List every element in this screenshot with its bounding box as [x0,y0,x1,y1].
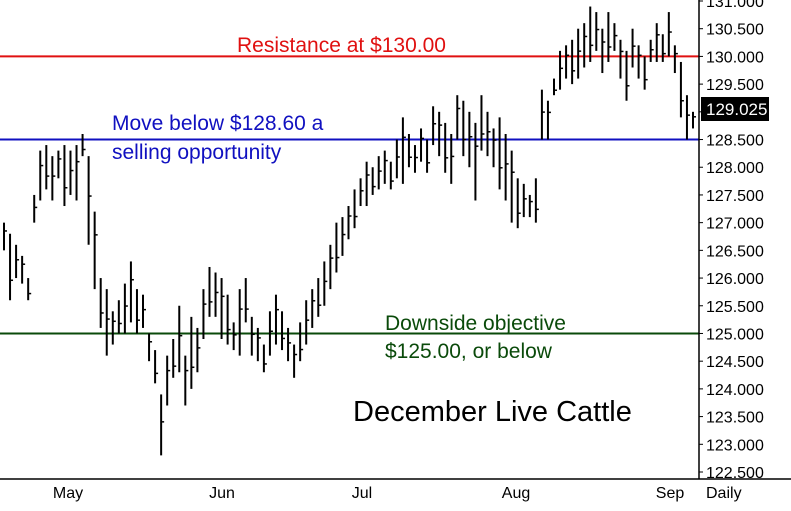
y-tick-label: 123.500 [706,410,764,427]
y-tick-label: 126.000 [706,271,764,288]
y-tick-label: 130.500 [706,22,764,39]
last-price-box [701,97,769,121]
date-axis: May Jun Jul Aug Sep [0,478,791,502]
y-tick-label: 128.500 [706,133,764,150]
price-bars [3,6,696,456]
y-tick-label: 128.000 [706,160,764,177]
chart-title: December Live Cattle [353,396,632,428]
y-tick-label: 124.500 [706,354,764,371]
last-price-label: 129.025 [706,100,767,119]
y-tick-label: 127.500 [706,188,764,205]
sell-signal-label-line2: selling opportunity [112,141,282,164]
y-tick-label: 131.000 [706,0,764,11]
y-tick-label: 125.000 [706,326,764,343]
x-tick-label: May [53,485,83,502]
horizontal-lines [0,55,699,335]
y-tick-label: 125.500 [706,299,764,316]
objective-label-line1: Downside objective [385,312,566,335]
y-tick-label: 126.500 [706,243,764,260]
x-tick-label: Jun [209,485,235,502]
x-tick-label: Jul [352,485,372,502]
x-tick-label: Aug [502,485,530,502]
y-tick-label: 122.500 [706,465,764,482]
x-tick-label: Sep [656,485,685,502]
y-tick-label: 124.000 [706,382,764,399]
resistance-label: Resistance at $130.00 [237,34,446,57]
y-tick-label: 129.500 [706,77,764,94]
sell-signal-label-line1: Move below $128.60 a [112,112,324,135]
y-tick-label: 123.000 [706,437,764,454]
objective-label-line2: $125.00, or below [385,340,553,363]
y-tick-label: 127.000 [706,216,764,233]
period-label: Daily [706,485,742,502]
y-tick-label: 130.000 [706,49,764,66]
